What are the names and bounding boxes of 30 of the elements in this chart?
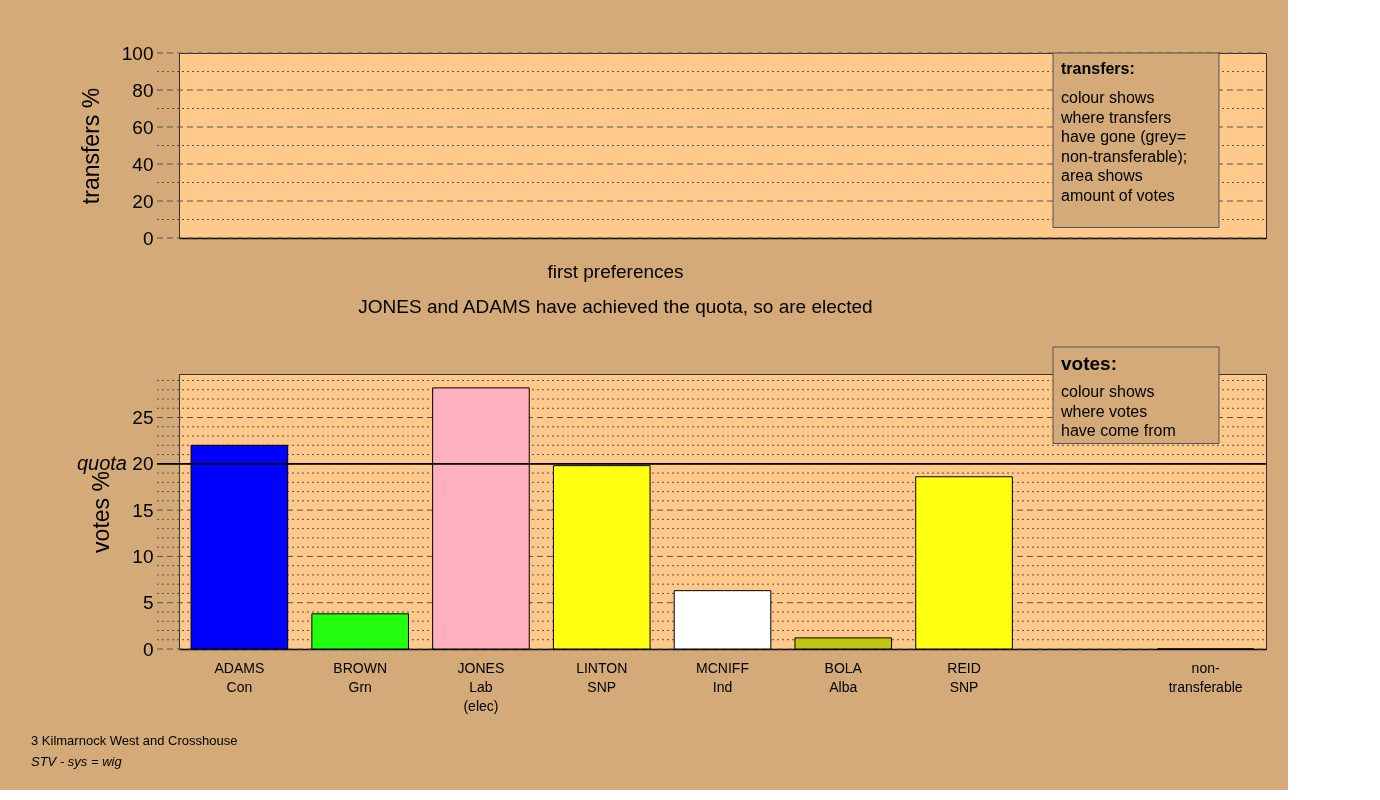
y-tick-label: 0 xyxy=(142,227,154,249)
y-tick-label: 20 xyxy=(132,453,154,475)
y-tick-label: 100 xyxy=(121,42,154,64)
y-tick-label: 15 xyxy=(132,499,154,521)
x-tick-label: MCNIFF Ind xyxy=(696,659,749,695)
x-tick-label: ADAMS Con xyxy=(214,659,265,695)
x-tick-label: BOLA Alba xyxy=(824,659,863,695)
x-tick-label: non- transferable xyxy=(1168,659,1243,695)
y-tick-label: 40 xyxy=(132,153,154,175)
x-tick-label: BROWN Grn xyxy=(333,659,387,695)
y-axis-title: votes % xyxy=(88,471,115,553)
y-tick-label: 0 xyxy=(142,638,154,660)
chart-subtitle: JONES and ADAMS have achieved the quota, so are elected xyxy=(358,295,873,317)
x-tick-label: LINTON SNP xyxy=(576,659,628,695)
annotation: transfers: colour shows where transfers have gone (grey= non-transferable); area shows amount of votes xyxy=(1060,60,1188,204)
x-tick-label: REID SNP xyxy=(947,659,981,695)
y-tick-label: 20 xyxy=(132,190,154,212)
y-tick-label: 80 xyxy=(132,79,154,101)
bar xyxy=(311,613,409,650)
ref-line-label: quota xyxy=(76,451,127,474)
annotation: votes: colour shows where votes have come from xyxy=(1060,353,1176,439)
y-tick-label: 60 xyxy=(132,116,154,138)
chart-title: first preferences xyxy=(547,260,684,282)
text: 3 Kilmarnock West and Crosshouse xyxy=(31,733,238,748)
x-tick-label: JONES Lab (elec) xyxy=(457,659,505,714)
y-tick-label: 10 xyxy=(132,545,154,567)
y-axis-title: transfers % xyxy=(77,87,104,205)
y-tick-label: 25 xyxy=(132,407,154,429)
y-tick-label: 5 xyxy=(142,592,154,614)
text: STV - sys = wig xyxy=(31,754,123,769)
